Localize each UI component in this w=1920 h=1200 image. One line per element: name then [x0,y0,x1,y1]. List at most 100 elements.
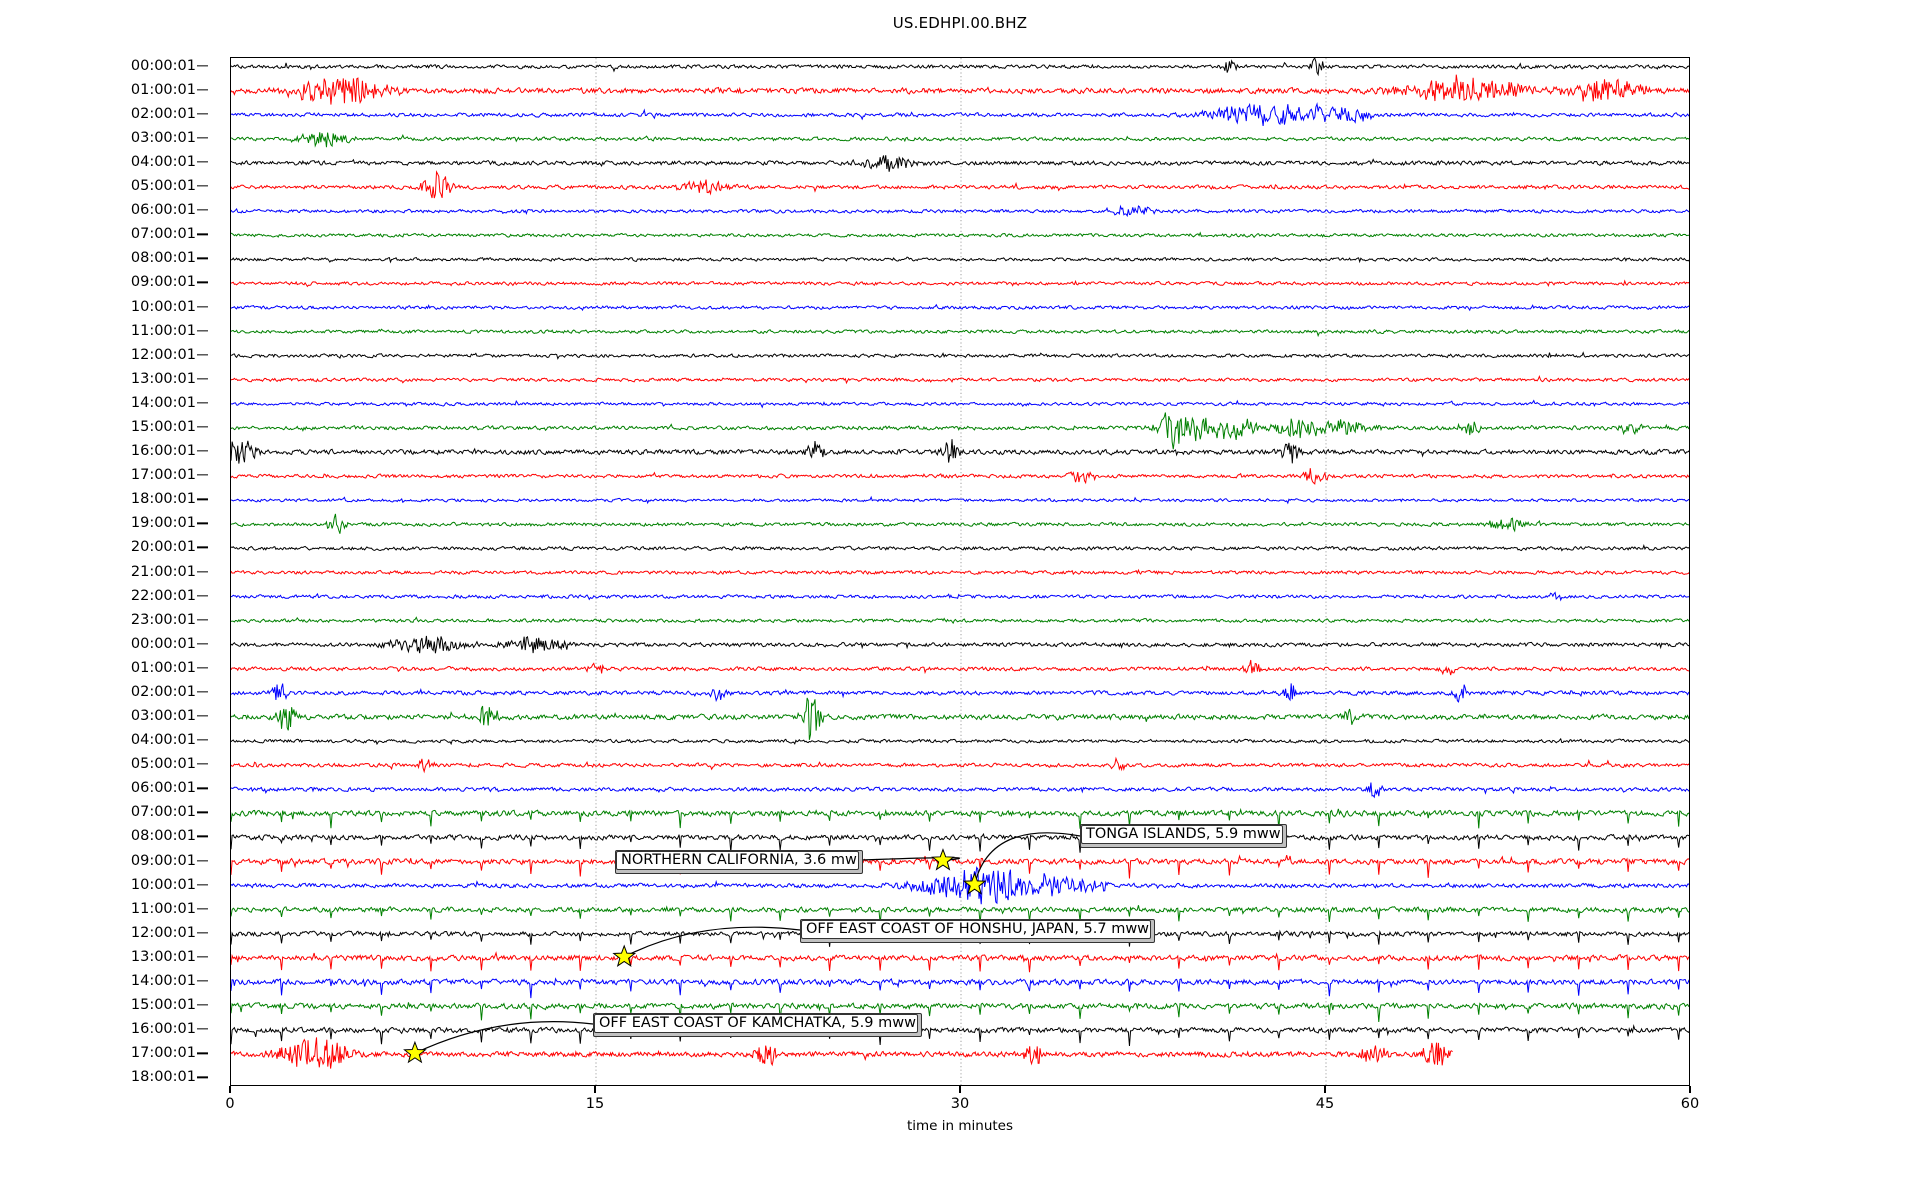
trace-row-34 [231,866,1689,905]
trace-row-0 [231,58,1689,77]
y-tick-mark-2 [197,113,208,115]
y-tick-label-0: 00:00:01 [130,57,196,74]
trace-row-29 [231,756,1689,774]
trace-row-16 [231,439,1689,464]
y-tick-mark-26 [197,691,208,693]
y-tick-mark-21 [197,570,208,573]
trace-row-7 [231,231,1689,239]
y-tick-label-25: 01:00:01 [130,659,196,676]
y-tick-label-27: 03:00:01 [130,708,196,725]
trace-row-37 [231,951,1689,973]
y-tick-mark-17 [197,474,208,476]
y-tick-mark-14 [197,402,208,404]
x-tick-label-1: 15 [585,1096,605,1112]
trace-row-11 [231,328,1689,338]
y-tick-mark-41 [197,1052,208,1054]
y-tick-label-7: 07:00:01 [130,226,196,243]
x-tick-mark-3 [1324,1086,1326,1093]
y-tick-label-23: 23:00:01 [130,611,196,628]
y-tick-mark-7 [197,233,208,235]
x-axis-title: time in minutes [906,1118,1014,1134]
trace-row-3 [231,132,1689,148]
trace-row-21 [231,568,1689,576]
y-tick-mark-29 [197,763,208,765]
x-tick-label-3: 45 [1315,1096,1335,1112]
y-axis-tick-labels: 00:00:01 01:00:01 02:00:01 03:00:01 04:00:01… [0,57,230,1086]
x-tick-mark-1 [594,1086,596,1093]
x-tick-label-4: 60 [1680,1096,1700,1112]
trace-row-23 [231,616,1689,625]
y-tick-label-4: 04:00:01 [130,154,196,171]
y-tick-mark-37 [197,956,208,958]
y-tick-label-29: 05:00:01 [130,756,196,773]
trace-row-26 [231,683,1689,703]
trace-row-28 [231,737,1689,746]
y-tick-mark-10 [197,305,208,308]
annotation-label-off-east-coast-honshu-japan[interactable]: OFF EAST COAST OF HONSHU, JAPAN, 5.7 mww [800,919,1156,944]
trace-row-41 [231,1037,1453,1069]
y-tick-mark-34 [197,883,208,886]
x-tick-mark-0 [229,1086,231,1093]
trace-row-32 [231,832,1689,853]
annotation-label-tonga-islands[interactable]: TONGA ISLANDS, 5.9 mww [1080,824,1287,849]
trace-row-17 [231,468,1689,485]
y-tick-mark-32 [197,835,208,838]
trace-row-9 [231,279,1689,288]
y-tick-label-5: 05:00:01 [130,178,196,195]
page-title: US.EDHPI.00.BHZ [892,14,1028,32]
y-tick-label-18: 18:00:01 [130,491,196,508]
y-tick-label-11: 11:00:01 [130,322,196,339]
y-tick-label-39: 15:00:01 [130,997,196,1014]
y-tick-label-13: 13:00:01 [130,370,196,387]
trace-row-15 [231,412,1689,450]
x-tick-label-0: 0 [225,1096,235,1112]
y-tick-label-8: 08:00:01 [130,250,196,267]
y-tick-mark-42 [197,1076,208,1078]
y-tick-mark-13 [197,378,208,380]
y-tick-mark-5 [197,185,208,187]
y-tick-label-41: 17:00:01 [130,1045,196,1062]
trace-row-5 [231,170,1689,199]
trace-row-19 [231,513,1689,534]
y-tick-label-21: 21:00:01 [130,563,196,580]
annotation-text-off-east-coast-kamchatka: OFF EAST COAST OF KAMCHATKA, 5.9 mww [599,1015,916,1031]
x-tick-mark-4 [1689,1086,1691,1093]
y-tick-label-10: 10:00:01 [130,298,196,315]
annotation-label-northern-california[interactable]: NORTHERN CALIFORNIA, 3.6 mw [615,850,863,875]
trace-row-22 [231,591,1689,602]
y-tick-label-2: 02:00:01 [130,105,196,122]
y-tick-label-20: 20:00:01 [130,539,196,556]
y-tick-label-37: 13:00:01 [130,948,196,965]
y-tick-mark-1 [197,89,208,91]
y-tick-label-15: 15:00:01 [130,418,196,435]
trace-row-18 [231,495,1689,505]
trace-row-20 [231,544,1689,552]
annotation-label-off-east-coast-kamchatka[interactable]: OFF EAST COAST OF KAMCHATKA, 5.9 mww [593,1013,922,1038]
y-tick-mark-24 [197,643,208,645]
y-tick-mark-12 [197,354,208,356]
y-tick-label-3: 03:00:01 [130,129,196,146]
y-tick-mark-40 [197,1028,208,1030]
y-tick-mark-16 [197,450,208,452]
y-tick-label-9: 09:00:01 [130,274,196,291]
annotation-text-tonga-islands: TONGA ISLANDS, 5.9 mww [1086,826,1281,842]
y-tick-mark-20 [197,546,208,549]
trace-row-31 [231,807,1689,829]
y-tick-label-1: 01:00:01 [130,81,196,98]
annotation-text-off-east-coast-honshu-japan: OFF EAST COAST OF HONSHU, JAPAN, 5.7 mww [806,921,1150,937]
y-tick-mark-11 [197,329,208,332]
trace-row-12 [231,351,1689,360]
y-tick-mark-0 [197,65,208,67]
y-tick-label-6: 06:00:01 [130,202,196,219]
y-tick-label-33: 09:00:01 [130,852,196,869]
y-tick-mark-18 [197,498,208,500]
y-tick-label-22: 22:00:01 [130,587,196,604]
y-tick-label-30: 06:00:01 [130,780,196,797]
trace-row-2 [231,102,1689,127]
y-tick-mark-19 [197,522,208,524]
y-tick-label-38: 14:00:01 [130,972,196,989]
y-tick-mark-3 [197,137,208,139]
y-tick-mark-30 [197,787,208,789]
y-tick-label-32: 08:00:01 [130,828,196,845]
y-tick-label-14: 14:00:01 [130,394,196,411]
